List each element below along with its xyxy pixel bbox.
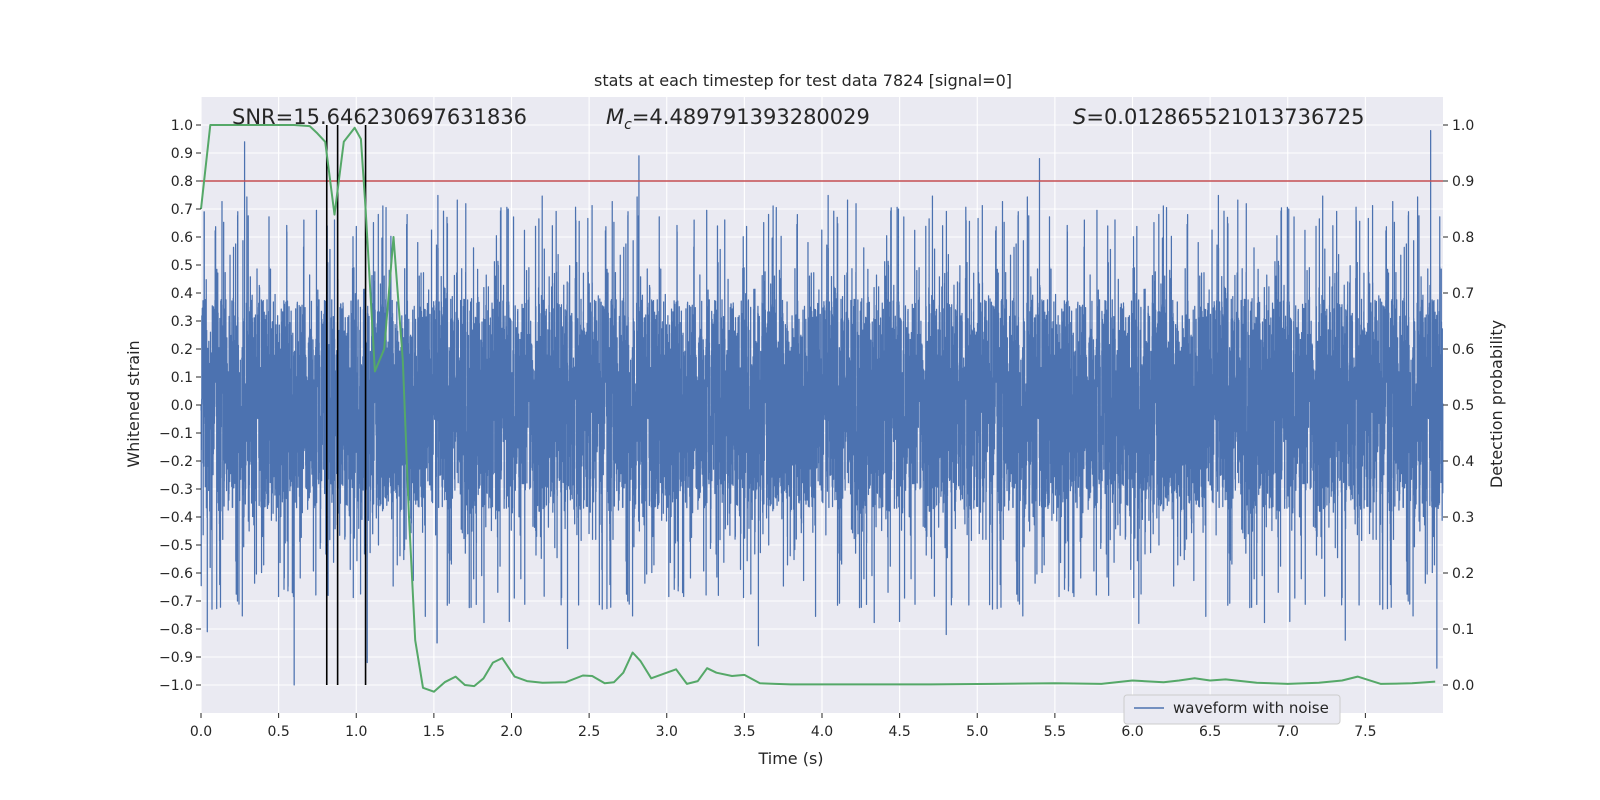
mc-value: =4.489791393280029: [632, 105, 870, 129]
y-left-tick-label: 0.0: [171, 398, 193, 414]
waveform-series: [200, 130, 1444, 686]
y-left-tick-label: −1.0: [159, 678, 193, 694]
x-tick-label: 1.0: [345, 724, 367, 740]
x-tick-label: 7.0: [1277, 724, 1299, 740]
x-tick-label: 6.5: [1199, 724, 1221, 740]
y-right-tick-label: 0.6: [1452, 342, 1474, 358]
y-right-tick-label: 0.9: [1452, 174, 1474, 190]
legend: waveform with noise: [1123, 694, 1341, 725]
y-left-tick-label: −0.2: [159, 454, 193, 470]
x-tick-label: 2.5: [578, 724, 600, 740]
x-tick-label: 5.5: [1044, 724, 1066, 740]
mc-subscript: c: [624, 117, 632, 133]
snr-annotation: SNR=15.646230697631836: [232, 105, 527, 129]
y-right-tick-label: 0.2: [1452, 566, 1474, 582]
y-right-tick-label: 0.8: [1452, 230, 1474, 246]
y-left-tick-label: 0.2: [171, 342, 193, 358]
y-right-tick-label: 0.1: [1452, 622, 1474, 638]
mc-symbol: M: [606, 105, 624, 129]
y-right-tick-label: 0.0: [1452, 678, 1474, 694]
s-symbol: S: [1073, 105, 1086, 129]
y-left-tick-label: 0.5: [171, 258, 193, 274]
y-left-tick-label: −0.4: [159, 510, 193, 526]
y-left-tick-label: 0.7: [171, 202, 193, 218]
x-tick-label: 0.5: [267, 724, 289, 740]
legend-box: [1123, 694, 1341, 725]
probability-series: [200, 124, 1436, 693]
mc-annotation: Mc=4.489791393280029: [606, 105, 870, 133]
y-left-tick-label: 0.4: [171, 286, 193, 302]
x-axis-label: Time (s): [757, 749, 823, 768]
s-annotation: S=0.012865521013736725: [1073, 105, 1364, 129]
y-right-tick-label: 0.5: [1452, 398, 1474, 414]
axes: 0.0 0.5 1.0 1.5 2.0 2.5 3.0 3.5 4.0 4.5 5.0 5.5 6.0 6…: [159, 118, 1474, 740]
y-left-tick-label: 1.0: [171, 118, 193, 134]
y-left-tick-label: 0.9: [171, 146, 193, 162]
y-left-tick-label: 0.3: [171, 314, 193, 330]
chart-title: stats at each timestep for test data 782…: [594, 71, 1012, 90]
x-tick-label: 0.0: [190, 724, 212, 740]
s-value: =0.012865521013736725: [1086, 105, 1364, 129]
x-tick-label: 5.0: [966, 724, 988, 740]
y-left-tick-label: 0.1: [171, 370, 193, 386]
y-left-tick-label: 0.6: [171, 230, 193, 246]
y-left-tick-label: −0.1: [159, 426, 193, 442]
y-left-tick-label: −0.6: [159, 566, 193, 582]
y-left-tick-label: −0.3: [159, 482, 193, 498]
y-left-tick-label: −0.5: [159, 538, 193, 554]
x-tick-label: 1.5: [423, 724, 445, 740]
y-left-tick-label: −0.9: [159, 650, 193, 666]
y-right-tick-label: 0.3: [1452, 510, 1474, 526]
y-left-tick-label: 0.8: [171, 174, 193, 190]
x-tick-label: 3.0: [656, 724, 678, 740]
y-right-tick-label: 0.4: [1452, 454, 1474, 470]
y-right-tick-label: 1.0: [1452, 118, 1474, 134]
x-tick-label: 7.5: [1354, 724, 1376, 740]
y-right-tick-label: 0.7: [1452, 286, 1474, 302]
x-tick-label: 6.0: [1121, 724, 1143, 740]
x-tick-label: 3.5: [733, 724, 755, 740]
x-tick-label: 2.0: [500, 724, 522, 740]
x-tick-label: 4.0: [811, 724, 833, 740]
probability-points: [200, 124, 1436, 692]
y-left-tick-label: −0.7: [159, 594, 193, 610]
y-axis-label-left: Whitened strain: [124, 340, 143, 467]
y-left-tick-label: −0.8: [159, 622, 193, 638]
y-axis-label-right: Detection probability: [1487, 320, 1506, 488]
legend-label: waveform with noise: [1173, 699, 1329, 717]
x-tick-label: 4.5: [888, 724, 910, 740]
